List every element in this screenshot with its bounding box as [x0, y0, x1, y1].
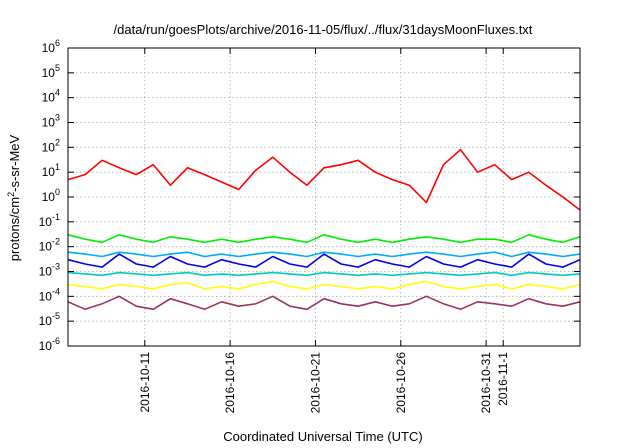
y-tick-label: 10-6 [39, 336, 60, 353]
y-tick-label: 103 [42, 113, 60, 130]
x-axis-label: Coordinated Universal Time (UTC) [223, 429, 422, 444]
y-tick-label: 10-2 [39, 237, 60, 254]
series-group [67, 148, 581, 311]
y-tick-label: 102 [42, 137, 60, 154]
y-tick-label: 100 [42, 187, 60, 204]
y-tick-label: 106 [42, 38, 60, 55]
series-line-6 [67, 280, 581, 290]
y-tick-label: 104 [42, 88, 60, 105]
y-axis-label-tail: -s-sr-MeV [7, 134, 22, 191]
x-tick-label: 2016-10-16 [223, 352, 237, 414]
x-tick-label: 2016-10-31 [479, 352, 493, 414]
y-tick-label: 10-1 [39, 212, 60, 229]
series-line-7 [67, 295, 581, 311]
axis-ticks: 10-6 10-5 10-4 10-3 10-2 10-1 100 101 102 103 104 1… [39, 38, 580, 413]
series-line-2 [67, 234, 581, 244]
series-line-5 [67, 271, 581, 277]
y-axis-label: protons/cm2-s-sr-MeV [6, 134, 22, 261]
x-tick-label: 2016-10-11 [138, 352, 152, 413]
y-tick-label: 101 [42, 162, 60, 179]
series-line-1 [67, 148, 581, 211]
x-tick-label: 2016-10-21 [308, 352, 322, 414]
y-tick-label: 10-4 [39, 286, 60, 303]
grid [68, 48, 580, 346]
y-tick-label: 10-3 [39, 262, 60, 279]
chart-title: /data/run/goesPlots/archive/2016-11-05/f… [114, 22, 533, 37]
y-axis-label-sup: 2 [6, 192, 16, 197]
y-tick-label: 105 [42, 63, 60, 80]
x-tick-label: 2016-11-1 [496, 352, 510, 406]
y-tick-label: 10-5 [39, 311, 60, 328]
series-line-4 [67, 253, 581, 268]
series-line-3 [67, 251, 581, 258]
x-tick-label: 2016-10-26 [394, 352, 408, 414]
y-axis-label-main: protons/cm [7, 197, 22, 261]
